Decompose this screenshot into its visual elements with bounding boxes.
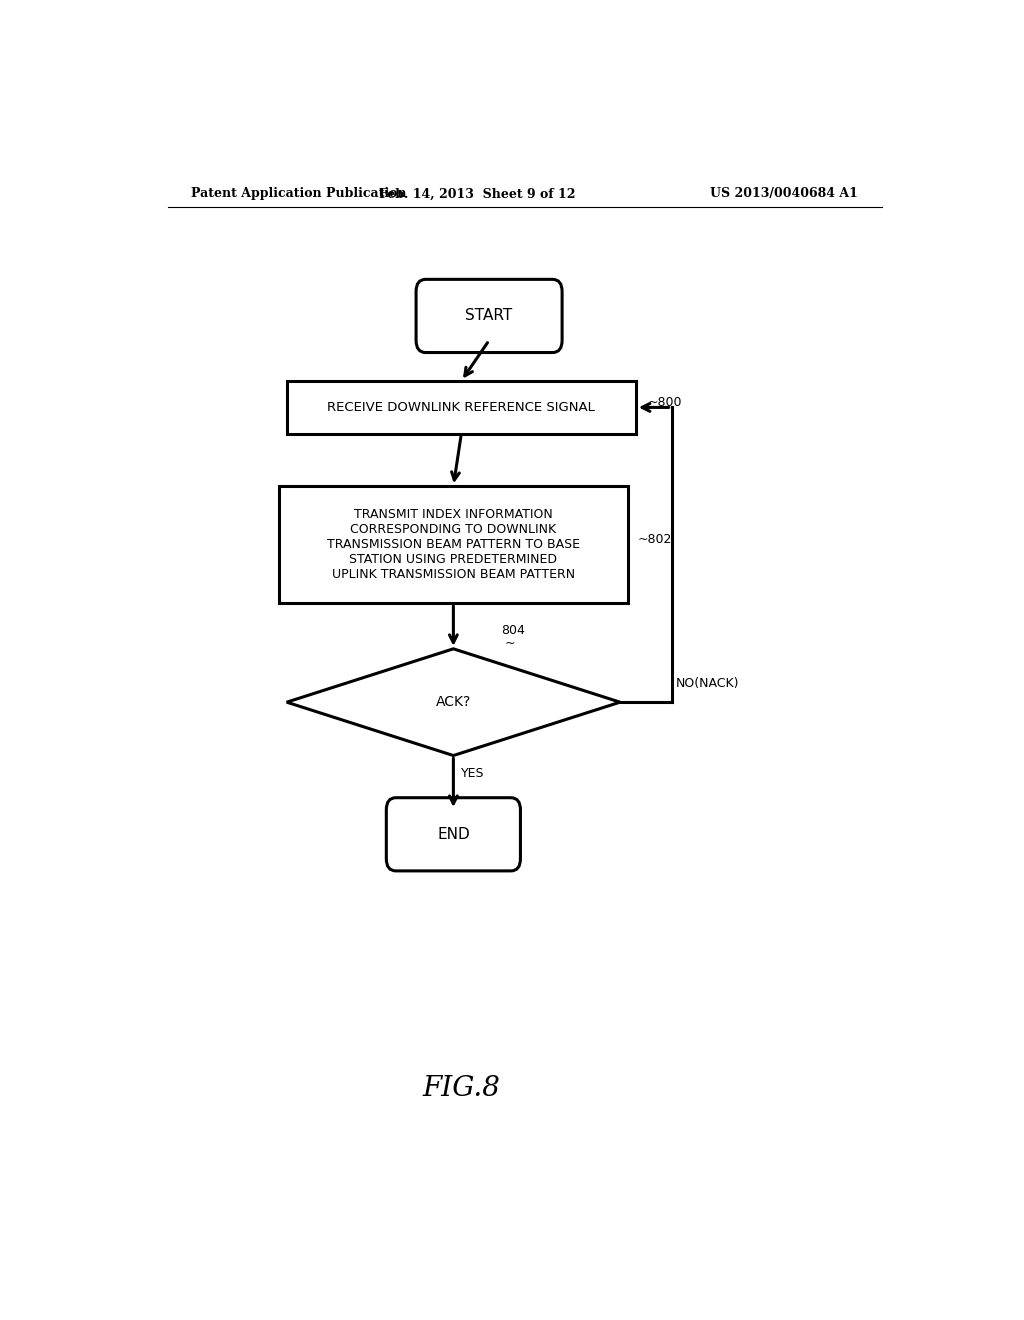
Text: RECEIVE DOWNLINK REFERENCE SIGNAL: RECEIVE DOWNLINK REFERENCE SIGNAL — [328, 401, 595, 414]
Text: Feb. 14, 2013  Sheet 9 of 12: Feb. 14, 2013 Sheet 9 of 12 — [379, 187, 575, 201]
FancyBboxPatch shape — [416, 280, 562, 352]
Text: NO(NACK): NO(NACK) — [676, 677, 739, 690]
Text: END: END — [437, 826, 470, 842]
Text: Patent Application Publication: Patent Application Publication — [191, 187, 407, 201]
Text: FIG.8: FIG.8 — [422, 1074, 501, 1102]
Text: 804: 804 — [501, 624, 525, 638]
Text: ~802: ~802 — [638, 533, 672, 546]
FancyBboxPatch shape — [386, 797, 520, 871]
Text: YES: YES — [461, 767, 484, 780]
Text: ~: ~ — [505, 638, 515, 651]
Bar — [279, 486, 628, 603]
Text: ACK?: ACK? — [436, 696, 471, 709]
Text: START: START — [466, 309, 513, 323]
Text: ~800: ~800 — [648, 396, 682, 409]
Text: US 2013/0040684 A1: US 2013/0040684 A1 — [711, 187, 858, 201]
Bar — [287, 381, 636, 434]
Polygon shape — [287, 649, 620, 755]
Text: TRANSMIT INDEX INFORMATION
CORRESPONDING TO DOWNLINK
TRANSMISSION BEAM PATTERN T: TRANSMIT INDEX INFORMATION CORRESPONDING… — [327, 508, 580, 581]
